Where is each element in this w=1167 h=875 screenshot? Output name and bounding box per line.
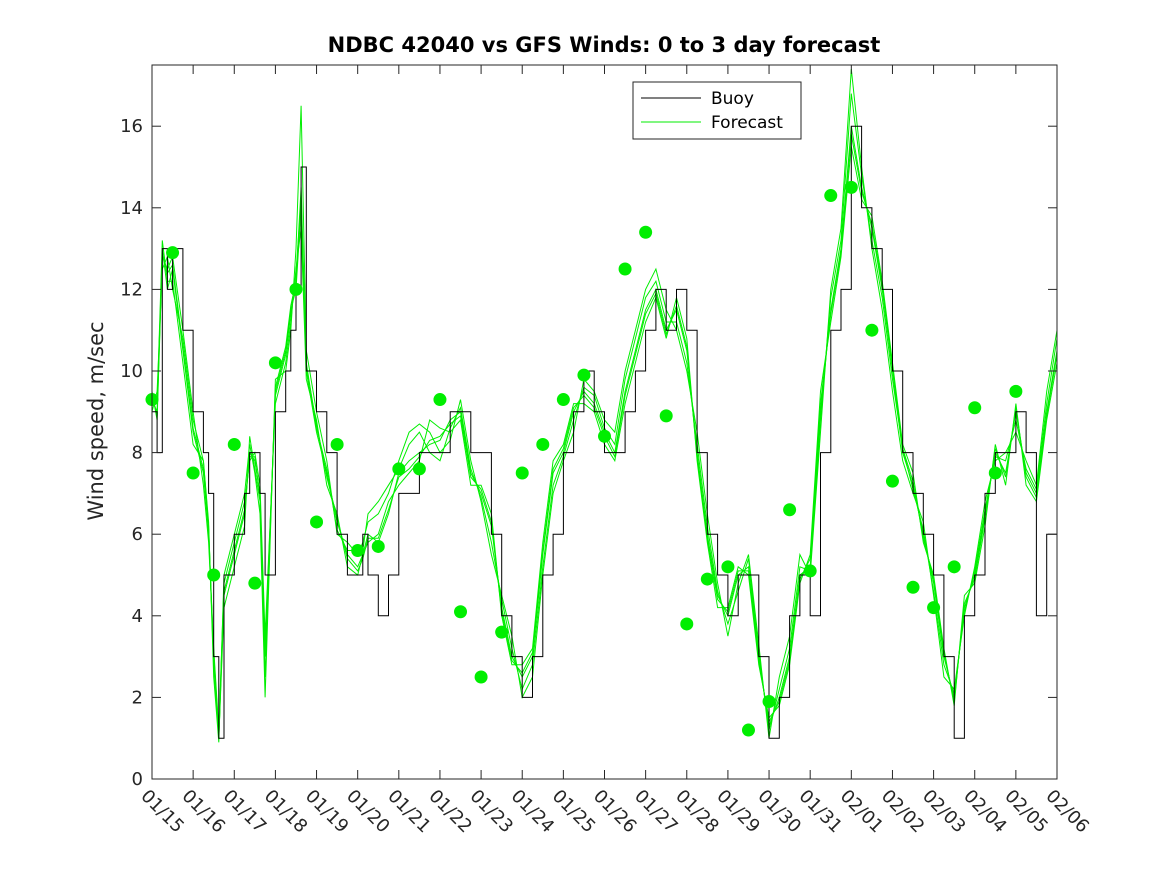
y-tick-label: 4 bbox=[132, 606, 143, 627]
forecast-marker bbox=[495, 625, 509, 639]
forecast-marker bbox=[268, 356, 282, 370]
y-tick-label: 14 bbox=[120, 198, 143, 219]
forecast-marker bbox=[577, 368, 591, 382]
forecast-marker bbox=[433, 393, 447, 407]
forecast-marker bbox=[248, 576, 262, 590]
y-tick-label: 12 bbox=[120, 279, 143, 300]
buoy-line bbox=[152, 125, 1058, 739]
forecast-marker bbox=[639, 225, 653, 239]
forecast-marker bbox=[310, 515, 324, 529]
forecast-marker bbox=[680, 617, 694, 631]
forecast-marker bbox=[865, 323, 879, 337]
y-tick-label: 16 bbox=[120, 116, 143, 137]
forecast-marker bbox=[988, 466, 1002, 480]
chart-title: NDBC 42040 vs GFS Winds: 0 to 3 day fore… bbox=[328, 33, 881, 57]
forecast-marker bbox=[659, 409, 673, 423]
forecast-marker bbox=[1009, 384, 1023, 398]
y-axis-label: Wind speed, m/sec bbox=[84, 321, 108, 520]
forecast-marker bbox=[741, 723, 755, 737]
forecast-marker bbox=[166, 246, 180, 260]
forecast-marker bbox=[947, 560, 961, 574]
forecast-marker bbox=[618, 262, 632, 276]
y-axis-ticks: 0 2 4 6 8 10 12 14 16 bbox=[120, 116, 1057, 790]
y-tick-label: 10 bbox=[120, 361, 143, 382]
legend-box bbox=[632, 81, 802, 140]
forecast-marker bbox=[700, 572, 714, 586]
forecast-markers bbox=[145, 180, 1023, 737]
forecast-marker bbox=[371, 539, 385, 553]
forecast-marker bbox=[412, 462, 426, 476]
forecast-marker bbox=[351, 544, 365, 558]
forecast-marker bbox=[454, 605, 468, 619]
forecast-marker bbox=[556, 393, 570, 407]
forecast-series-line bbox=[151, 134, 1058, 735]
forecast-marker bbox=[906, 580, 920, 594]
plot-area bbox=[145, 64, 1058, 780]
forecast-lines bbox=[151, 69, 1058, 743]
legend: Buoy Forecast bbox=[632, 81, 802, 140]
forecast-marker bbox=[598, 429, 611, 443]
forecast-marker bbox=[844, 180, 858, 194]
forecast-marker bbox=[762, 694, 776, 708]
y-tick-label: 8 bbox=[132, 443, 143, 464]
forecast-marker bbox=[186, 466, 200, 480]
forecast-marker bbox=[885, 474, 899, 488]
forecast-marker bbox=[721, 560, 735, 574]
forecast-marker bbox=[392, 462, 406, 476]
y-tick-label: 0 bbox=[132, 769, 143, 790]
forecast-marker bbox=[536, 437, 550, 451]
forecast-marker bbox=[968, 401, 982, 415]
legend-forecast-label: Forecast bbox=[711, 113, 783, 133]
forecast-marker bbox=[227, 437, 241, 451]
legend-buoy-label: Buoy bbox=[711, 89, 754, 109]
forecast-marker bbox=[474, 670, 488, 684]
forecast-marker bbox=[824, 189, 838, 203]
forecast-marker bbox=[289, 282, 303, 296]
forecast-marker bbox=[927, 601, 941, 615]
y-tick-label: 2 bbox=[132, 687, 143, 708]
forecast-marker bbox=[783, 503, 797, 517]
forecast-marker bbox=[330, 437, 344, 451]
forecast-marker bbox=[207, 568, 221, 582]
y-tick-label: 6 bbox=[132, 524, 143, 545]
forecast-marker bbox=[515, 466, 529, 480]
forecast-marker bbox=[803, 564, 817, 578]
buoy-series-line bbox=[152, 125, 1058, 739]
